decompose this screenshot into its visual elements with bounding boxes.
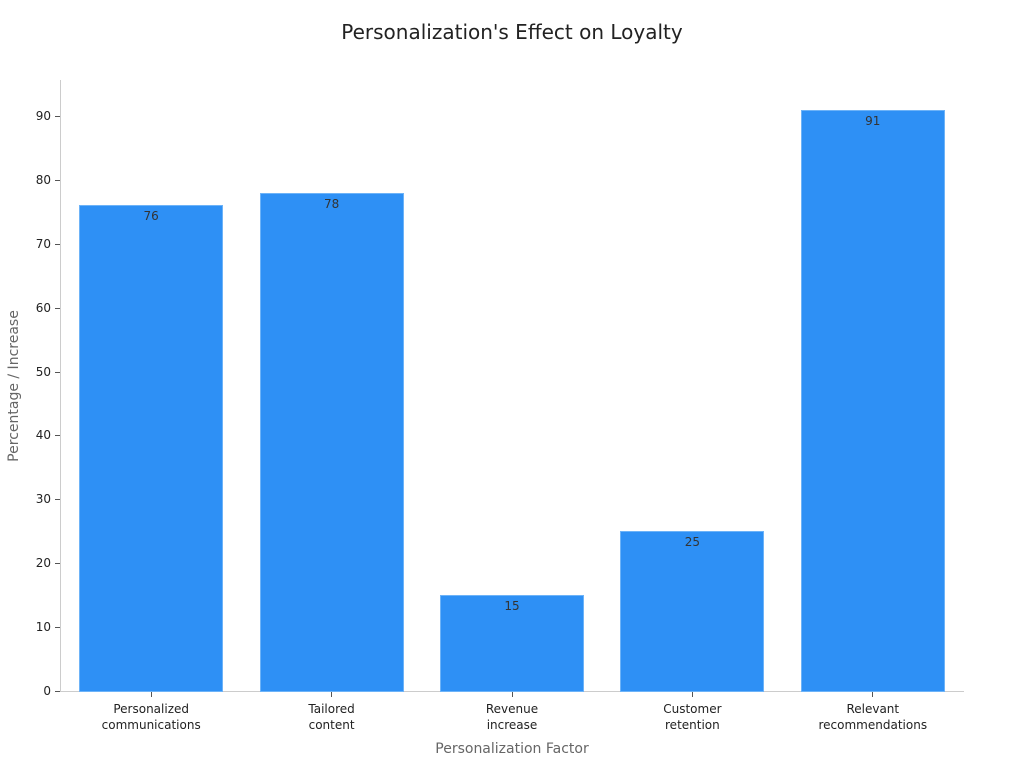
y-tick: 90 <box>0 109 60 123</box>
y-axis-label: Percentage / Increase <box>6 310 22 462</box>
bar-relevant-recommendations[interactable]: 91 <box>800 109 945 692</box>
x-tick: Personalized communications <box>71 692 231 733</box>
y-tick: 40 <box>0 428 60 442</box>
bar-value-label: 91 <box>865 113 881 128</box>
x-tick: Customer retention <box>612 692 772 733</box>
x-axis-label: Personalization Factor <box>435 741 589 757</box>
bar-tailored-content[interactable]: 78 <box>259 192 404 692</box>
x-tick-label: Personalized communications <box>101 702 201 732</box>
x-tick-label: Tailored content <box>308 702 355 732</box>
y-axis-line <box>60 80 61 692</box>
y-tick: 50 <box>0 365 60 379</box>
bar-customer-retention[interactable]: 25 <box>620 531 765 692</box>
bar-value-label: 78 <box>323 196 340 211</box>
y-tick: 80 <box>0 173 60 187</box>
x-tick: Relevant recommendations <box>793 692 953 733</box>
x-tick: Tailored content <box>252 692 412 733</box>
bar-value-label: 76 <box>143 209 159 224</box>
y-tick: 70 <box>0 237 60 251</box>
x-tick-label: Relevant recommendations <box>818 702 928 732</box>
x-tick: Revenue increase <box>432 692 592 733</box>
bar-value-label: 15 <box>504 599 520 614</box>
y-tick: 10 <box>0 620 60 634</box>
y-tick: 30 <box>0 492 60 506</box>
bar-personalized-communications[interactable]: 76 <box>79 205 224 692</box>
chart-title: Personalization's Effect on Loyalty <box>341 20 683 44</box>
x-tick-label: Revenue increase <box>485 702 539 732</box>
y-tick: 0 <box>0 684 60 698</box>
x-tick-label: Customer retention <box>663 702 722 732</box>
y-tick: 20 <box>0 556 60 570</box>
bar-value-label: 25 <box>684 535 701 550</box>
y-tick: 60 <box>0 301 60 315</box>
bar-revenue-increase[interactable]: 15 <box>440 595 584 692</box>
